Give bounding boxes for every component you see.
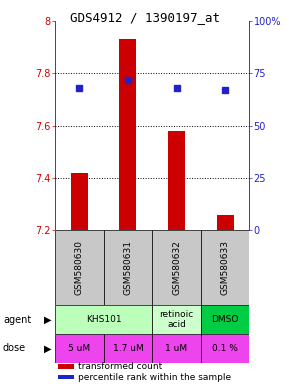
Text: agent: agent	[3, 314, 31, 325]
Text: GSM580630: GSM580630	[75, 240, 84, 295]
Text: dose: dose	[3, 343, 26, 354]
Text: GSM580633: GSM580633	[221, 240, 230, 295]
Text: percentile rank within the sample: percentile rank within the sample	[78, 372, 231, 382]
Text: 1 uM: 1 uM	[166, 344, 188, 353]
Bar	[201, 305, 249, 334]
Text: DMSO: DMSO	[211, 315, 239, 324]
Bar	[201, 334, 249, 363]
Bar	[152, 230, 201, 305]
Bar	[71, 173, 88, 230]
Text: GSM580632: GSM580632	[172, 240, 181, 295]
Text: transformed count: transformed count	[78, 362, 163, 371]
Text: ▶: ▶	[44, 343, 51, 354]
Bar	[119, 40, 137, 230]
Text: 5 uM: 5 uM	[68, 344, 90, 353]
Bar	[152, 334, 201, 363]
Bar	[168, 131, 185, 230]
Text: 1.7 uM: 1.7 uM	[113, 344, 143, 353]
Bar	[58, 364, 74, 369]
Bar	[152, 305, 201, 334]
Bar	[104, 230, 152, 305]
Bar	[201, 230, 249, 305]
Text: KHS101: KHS101	[86, 315, 122, 324]
Text: retinoic
acid: retinoic acid	[160, 310, 194, 329]
Bar	[58, 375, 74, 379]
Bar	[217, 215, 234, 230]
Text: 0.1 %: 0.1 %	[212, 344, 238, 353]
Bar	[104, 334, 152, 363]
Bar	[55, 230, 104, 305]
Text: GDS4912 / 1390197_at: GDS4912 / 1390197_at	[70, 11, 220, 24]
Bar	[55, 305, 152, 334]
Text: GSM580631: GSM580631	[124, 240, 133, 295]
Bar	[55, 334, 104, 363]
Text: ▶: ▶	[44, 314, 51, 325]
